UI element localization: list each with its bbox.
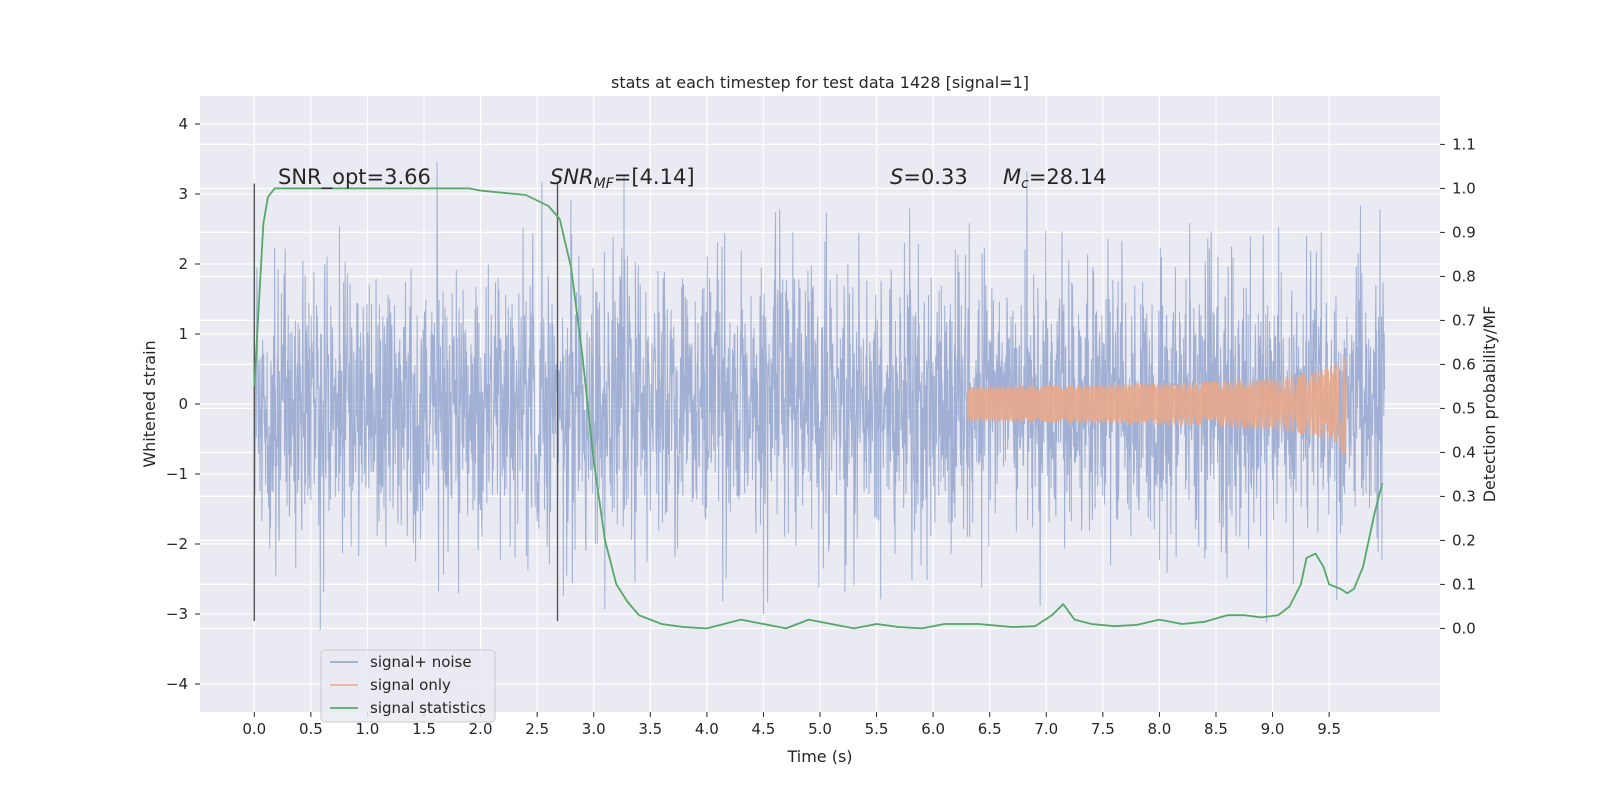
y-tick-label: −1 <box>166 465 188 483</box>
x-tick-label: 2.5 <box>525 720 549 738</box>
snr-mf-subscript: MF <box>594 176 615 192</box>
y2-tick-label: 0.1 <box>1452 575 1476 593</box>
s-symbol: S <box>890 165 903 189</box>
mc-subscript: c <box>1021 176 1029 192</box>
x-tick-label: 5.5 <box>865 720 889 738</box>
y-axis-title: Whitened strain <box>140 340 159 467</box>
x-tick-label: 3.0 <box>582 720 606 738</box>
y-tick-label: 0 <box>178 395 188 413</box>
y2-tick-label: 0.8 <box>1452 267 1476 285</box>
y-axis-ticks: 4 3 2 1 0 −1 −2 −3 −4 <box>166 115 200 693</box>
x-tick-label: 3.5 <box>638 720 662 738</box>
annotation-s: S=0.33 <box>890 165 968 189</box>
y2-axis-title: Detection probability/MF <box>1480 306 1499 503</box>
y-tick-label: 3 <box>178 185 188 203</box>
x-tick-label: 4.0 <box>695 720 719 738</box>
x-tick-label: 8.5 <box>1204 720 1228 738</box>
legend-label-signal-noise: signal+ noise <box>370 653 472 671</box>
y2-tick-label: 0.4 <box>1452 443 1476 461</box>
y2-tick-label: 0.3 <box>1452 487 1476 505</box>
s-value: =0.33 <box>903 165 967 189</box>
y2-tick-label: 0.5 <box>1452 399 1476 417</box>
marker-lines <box>253 183 559 621</box>
y2-tick-label: 0.0 <box>1452 619 1476 637</box>
annotation-mc: Mc=28.14 <box>1003 165 1107 192</box>
x-axis-title: Time (s) <box>786 747 852 766</box>
x-tick-label: 4.5 <box>752 720 776 738</box>
snr-mf-symbol: SNR <box>550 165 594 189</box>
x-tick-label: 6.0 <box>921 720 945 738</box>
y-tick-label: −2 <box>166 535 188 553</box>
x-tick-label: 7.0 <box>1034 720 1058 738</box>
y2-tick-label: 0.9 <box>1452 223 1476 241</box>
x-tick-label: 1.5 <box>412 720 436 738</box>
y-tick-label: 1 <box>178 325 188 343</box>
signal-statistics-series <box>253 187 1384 630</box>
signal-noise-line <box>253 161 1386 630</box>
x-tick-label: 8.0 <box>1147 720 1171 738</box>
signal-noise-series <box>253 161 1386 630</box>
y2-tick-label: 0.2 <box>1452 531 1476 549</box>
x-tick-label: 0.0 <box>242 720 266 738</box>
legend-label-signal-statistics: signal statistics <box>370 699 486 717</box>
y-tick-label: 4 <box>178 115 188 133</box>
x-tick-label: 9.5 <box>1317 720 1341 738</box>
y-tick-label: 2 <box>178 255 188 273</box>
x-tick-label: 0.5 <box>299 720 323 738</box>
legend-label-signal-only: signal only <box>370 676 451 694</box>
y2-axis-ticks: 1.1 1.0 0.9 0.8 0.7 0.6 0.5 0.4 0.3 0.2 0.1 0.0 <box>1440 135 1476 637</box>
x-tick-label: 6.5 <box>978 720 1002 738</box>
x-tick-label: 7.5 <box>1091 720 1115 738</box>
annotation-snr-opt: SNR_opt=3.66 <box>278 165 431 190</box>
legend-box <box>320 649 496 723</box>
y-tick-label: −3 <box>166 605 188 623</box>
mc-value: =28.14 <box>1029 165 1107 189</box>
y2-tick-label: 1.1 <box>1452 135 1476 153</box>
x-tick-label: 1.0 <box>356 720 380 738</box>
y2-tick-label: 0.6 <box>1452 355 1476 373</box>
x-tick-label: 5.0 <box>808 720 832 738</box>
x-tick-label: 9.0 <box>1261 720 1285 738</box>
x-axis-ticks: 0.0 0.5 1.0 1.5 2.0 2.5 3.0 3.5 4.0 4.5 5.0 5.5 6.0 6… <box>242 712 1341 738</box>
signal-only-series <box>966 354 1347 456</box>
annotation-snr-mf: SNRMF=[4.14] <box>550 165 695 192</box>
x-tick-label: 2.0 <box>469 720 493 738</box>
y-tick-label: −4 <box>166 675 188 693</box>
chart-title: stats at each timestep for test data 142… <box>611 73 1029 92</box>
mc-symbol: M <box>1003 165 1021 189</box>
legend: signal+ noise signal only signal statist… <box>320 649 496 723</box>
signal-statistics-line <box>253 187 1384 630</box>
y2-tick-label: 0.7 <box>1452 311 1476 329</box>
signal-only-line <box>966 354 1347 456</box>
y2-tick-label: 1.0 <box>1452 179 1476 197</box>
snr-mf-value: =[4.14] <box>614 165 695 189</box>
